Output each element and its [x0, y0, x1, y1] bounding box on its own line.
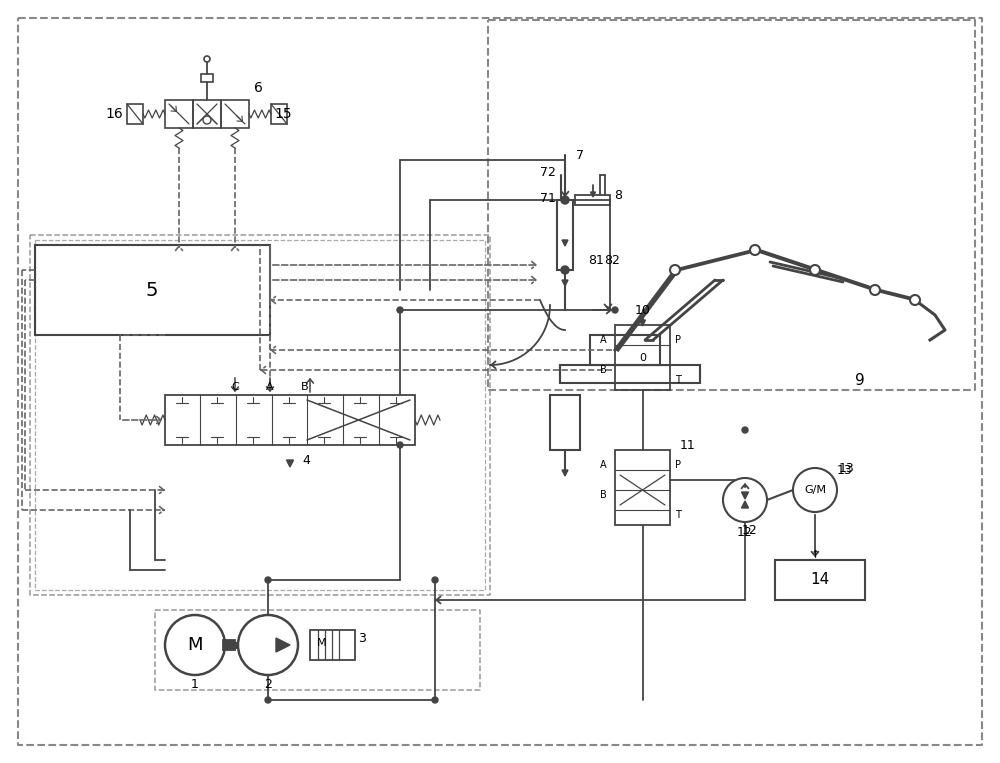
Circle shape — [265, 697, 271, 703]
Circle shape — [670, 265, 680, 275]
Text: 3: 3 — [358, 632, 366, 645]
Circle shape — [397, 442, 403, 448]
Bar — [223, 640, 235, 650]
Text: T: T — [675, 510, 681, 520]
Bar — [560, 365, 700, 383]
Text: 11: 11 — [680, 439, 696, 452]
Bar — [193, 100, 221, 128]
Bar — [590, 335, 660, 365]
Circle shape — [742, 427, 748, 433]
Bar — [615, 325, 670, 390]
Text: 5: 5 — [146, 281, 158, 300]
Text: 1: 1 — [191, 678, 199, 691]
Text: 81: 81 — [588, 253, 604, 266]
Bar — [615, 450, 670, 525]
Text: 7: 7 — [576, 149, 584, 162]
Polygon shape — [562, 240, 568, 246]
Polygon shape — [276, 638, 290, 652]
Polygon shape — [742, 501, 748, 508]
Text: 15: 15 — [274, 107, 292, 121]
Bar — [557, 200, 573, 270]
Circle shape — [238, 615, 298, 675]
Text: A: A — [600, 335, 607, 345]
Text: T: T — [675, 375, 681, 385]
Bar — [271, 104, 287, 124]
Circle shape — [793, 468, 837, 512]
Bar — [775, 560, 865, 600]
Text: A: A — [600, 460, 607, 470]
Text: B: B — [301, 382, 309, 392]
Text: 6: 6 — [254, 81, 263, 95]
Bar — [35, 245, 270, 335]
Circle shape — [723, 478, 767, 522]
Text: B: B — [600, 490, 607, 500]
Circle shape — [561, 196, 569, 204]
Text: P: P — [675, 460, 681, 470]
Text: 2: 2 — [264, 678, 272, 691]
Bar — [201, 74, 213, 82]
Text: 14: 14 — [810, 572, 830, 588]
Text: 13: 13 — [839, 462, 855, 475]
Bar — [165, 100, 193, 128]
Polygon shape — [742, 492, 748, 499]
Text: 9: 9 — [855, 372, 865, 388]
Text: M: M — [317, 638, 327, 648]
Circle shape — [203, 116, 211, 124]
Text: G/M: G/M — [804, 485, 826, 495]
Text: 8: 8 — [614, 188, 622, 201]
Text: 13: 13 — [837, 463, 853, 477]
Text: A: A — [266, 382, 274, 392]
Circle shape — [432, 697, 438, 703]
Text: 4: 4 — [302, 453, 310, 466]
Polygon shape — [287, 460, 294, 467]
Circle shape — [561, 266, 569, 274]
Text: P: P — [675, 335, 681, 345]
Bar — [550, 395, 580, 450]
Text: B: B — [600, 365, 607, 375]
Text: ↑: ↑ — [810, 550, 820, 560]
Text: 12: 12 — [737, 526, 753, 539]
Text: 16: 16 — [105, 107, 123, 121]
Bar — [165, 395, 415, 445]
Text: 82: 82 — [604, 253, 620, 266]
Bar — [310, 630, 355, 660]
Text: M: M — [187, 636, 203, 654]
Circle shape — [870, 285, 880, 295]
Circle shape — [612, 307, 618, 313]
Circle shape — [265, 577, 271, 583]
Circle shape — [810, 265, 820, 275]
Polygon shape — [562, 470, 568, 476]
Polygon shape — [590, 192, 596, 197]
Text: 10: 10 — [635, 304, 650, 317]
Bar — [127, 104, 143, 124]
Circle shape — [910, 295, 920, 305]
Text: 0: 0 — [639, 353, 646, 362]
Circle shape — [750, 245, 760, 255]
Polygon shape — [562, 280, 568, 286]
Circle shape — [397, 307, 403, 313]
Circle shape — [432, 577, 438, 583]
Bar — [221, 100, 249, 128]
Polygon shape — [640, 320, 646, 326]
Text: 12: 12 — [742, 523, 758, 536]
Text: C: C — [231, 382, 239, 392]
Circle shape — [204, 56, 210, 62]
Text: 71: 71 — [540, 192, 556, 204]
Circle shape — [165, 615, 225, 675]
Text: 72: 72 — [540, 166, 556, 179]
